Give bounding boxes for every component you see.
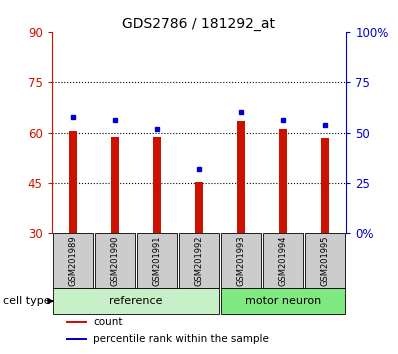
Bar (279, 129, 287, 233)
Bar (111, 137, 119, 233)
Bar (195, 182, 203, 233)
Bar (263, 233, 303, 288)
Bar (66, 337, 87, 340)
Text: motor neuron: motor neuron (245, 296, 321, 306)
Text: GSM201992: GSM201992 (195, 235, 203, 286)
Text: GSM201995: GSM201995 (321, 235, 330, 286)
Bar (237, 121, 245, 233)
Bar (153, 137, 161, 233)
Text: percentile rank within the sample: percentile rank within the sample (93, 334, 269, 344)
Text: GSM201994: GSM201994 (279, 235, 288, 286)
Bar (53, 233, 93, 288)
Text: GSM201991: GSM201991 (152, 235, 162, 286)
Text: reference: reference (109, 296, 163, 306)
Bar (221, 288, 345, 314)
Bar (305, 233, 345, 288)
Text: GSM201989: GSM201989 (68, 235, 77, 286)
Text: GSM201993: GSM201993 (236, 235, 246, 286)
Bar (221, 233, 261, 288)
Text: GSM201990: GSM201990 (110, 235, 119, 286)
Title: GDS2786 / 181292_at: GDS2786 / 181292_at (123, 17, 275, 31)
Bar (137, 233, 177, 288)
Text: cell type: cell type (3, 296, 51, 306)
Bar (95, 233, 135, 288)
Bar (179, 233, 219, 288)
Bar (53, 288, 219, 314)
Bar (66, 321, 87, 323)
Bar (69, 131, 76, 233)
Bar (322, 138, 329, 233)
Text: count: count (93, 317, 123, 327)
